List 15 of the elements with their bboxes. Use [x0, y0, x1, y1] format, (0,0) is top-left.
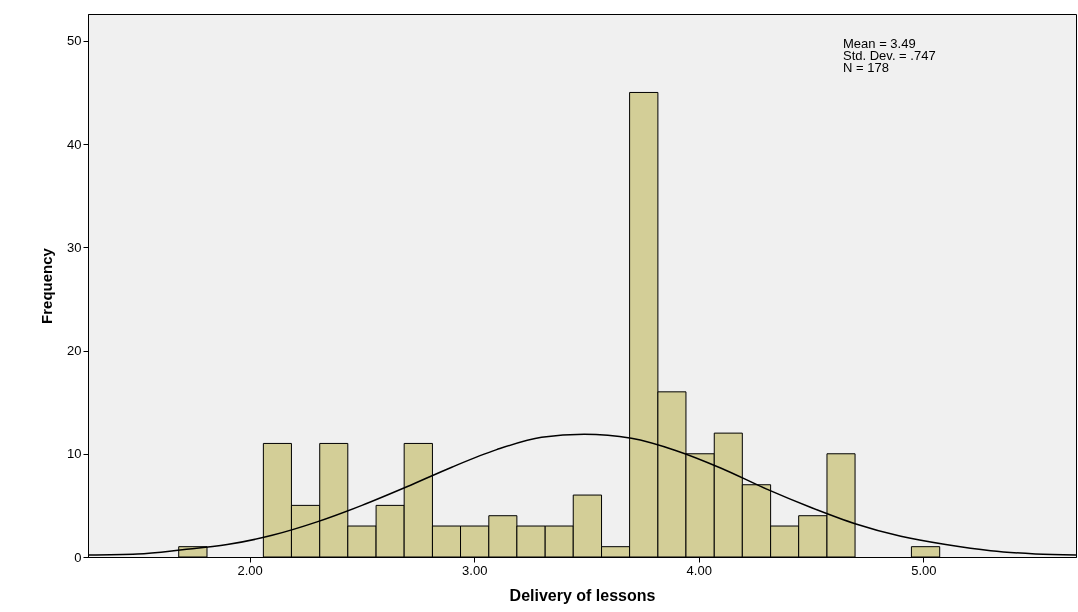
- annotation: N = 178: [843, 60, 889, 75]
- annotation: Std. Dev. = .747: [843, 48, 936, 63]
- y-tick-label: 10: [67, 446, 82, 462]
- x-tick-label: 3.00: [462, 562, 488, 578]
- y-tick-label: 30: [67, 239, 82, 255]
- x-tick-label: 2.00: [237, 562, 263, 578]
- annotation: Mean = 3.49: [843, 36, 916, 51]
- y-tick-label: 50: [67, 33, 82, 49]
- y-axis-title: Frequency: [38, 247, 56, 324]
- y-tick-label: 20: [67, 343, 82, 359]
- x-tick-label: 4.00: [686, 562, 712, 578]
- x-axis-title: Delivery of lessons: [509, 586, 656, 604]
- y-tick-label: 0: [74, 549, 82, 565]
- y-tick-label: 40: [67, 136, 82, 152]
- x-tick-label: 5.00: [911, 562, 937, 578]
